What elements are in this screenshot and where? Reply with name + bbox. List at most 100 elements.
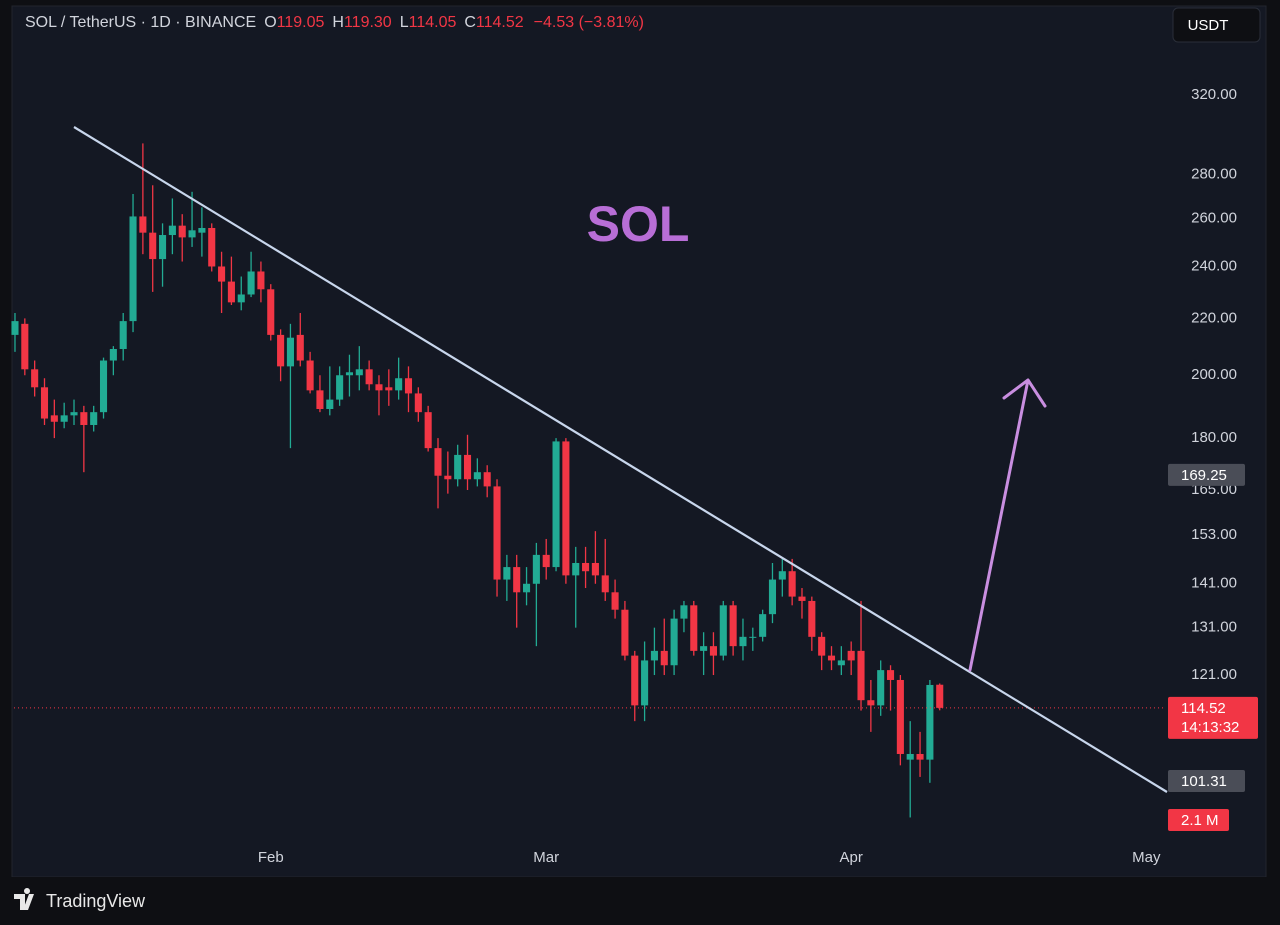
price-scale: 320.00 280.00 260.00 240.00 220.00 200.00 180.… xyxy=(258,86,1258,866)
y-tick-label: 121.00 xyxy=(1191,666,1237,683)
x-tick-label: May xyxy=(1132,849,1161,866)
candle-body xyxy=(768,579,777,615)
volume-box xyxy=(1168,809,1229,831)
candle-body xyxy=(542,554,550,568)
candle-body xyxy=(90,412,98,425)
candle-body xyxy=(473,472,481,480)
candle-body xyxy=(827,655,836,661)
candle-body xyxy=(267,289,275,335)
footer xyxy=(0,877,1280,925)
countdown: 14:13:32 xyxy=(1181,719,1239,736)
candle-body xyxy=(326,399,334,409)
y-tick-label: 153.00 xyxy=(1191,526,1237,543)
candle-body xyxy=(670,618,678,666)
candle-body xyxy=(316,390,324,409)
candle-body xyxy=(650,650,658,661)
candle-body xyxy=(808,600,816,637)
brand: TradingView xyxy=(46,891,146,911)
plot xyxy=(11,143,1165,818)
candle-body xyxy=(503,567,511,580)
candle-body xyxy=(11,321,19,335)
candle-body xyxy=(739,636,747,647)
currency-button[interactable] xyxy=(1172,7,1261,43)
candle-body xyxy=(247,271,255,295)
candle-body xyxy=(749,636,757,638)
candle-body xyxy=(513,567,521,593)
ohlc-value: 119.05 xyxy=(277,14,325,31)
candle-body xyxy=(434,448,442,476)
candle-body xyxy=(198,227,206,233)
candle-body xyxy=(641,660,649,706)
candle-body xyxy=(818,636,826,656)
y-tick-label: 280.00 xyxy=(1191,165,1237,182)
candle-body xyxy=(70,412,78,416)
candle-body xyxy=(109,348,117,361)
candle-body xyxy=(660,650,668,666)
candle-body xyxy=(296,334,304,361)
x-tick-label: Mar xyxy=(533,849,559,866)
candle-body xyxy=(877,670,885,706)
ohlc-value: 114.52 xyxy=(476,14,524,31)
symbol: SOL / TetherUS · 1D · BINANCE xyxy=(25,14,256,31)
volume-label: 2.1 M xyxy=(1181,812,1219,829)
candle-body xyxy=(493,486,501,580)
candle-body xyxy=(582,562,590,572)
price-marker-label: 101.31 xyxy=(1181,773,1227,790)
candle-body xyxy=(395,378,403,391)
candle-body xyxy=(631,655,639,706)
candle-body xyxy=(277,334,285,367)
candle-body xyxy=(867,700,875,706)
candle-body xyxy=(483,472,491,487)
candle-body xyxy=(562,441,570,576)
candle-body xyxy=(336,375,344,400)
candle-body xyxy=(80,412,88,425)
candle-body xyxy=(60,415,68,422)
ohlc-value: 114.05 xyxy=(409,14,457,31)
y-tick-label: 200.00 xyxy=(1191,366,1237,383)
y-tick-label: 180.00 xyxy=(1191,429,1237,446)
candle-body xyxy=(936,684,944,708)
candle-body xyxy=(218,266,226,282)
candle-body xyxy=(385,387,393,391)
candle-body xyxy=(719,605,727,656)
candle-body xyxy=(404,378,413,394)
candle-body xyxy=(532,554,540,584)
candle-body xyxy=(119,321,127,349)
candle-body xyxy=(690,605,698,651)
y-tick-label: 260.00 xyxy=(1191,210,1237,227)
currency-label[interactable]: USDT xyxy=(1188,17,1229,34)
candle-body xyxy=(454,454,462,480)
ohlc-value: 119.30 xyxy=(344,14,392,31)
candle-body xyxy=(680,605,688,619)
y-tick-label: 220.00 xyxy=(1191,309,1237,326)
candle-body xyxy=(591,562,599,576)
x-tick-label: Apr xyxy=(840,849,863,866)
candle-body xyxy=(50,415,58,422)
candle-body xyxy=(463,454,472,480)
price-marker-box xyxy=(1168,769,1245,792)
annotation: SOL xyxy=(587,196,690,252)
candle-body xyxy=(178,225,186,238)
candle-body xyxy=(621,609,629,656)
candle-body xyxy=(40,387,49,419)
y-tick-label: 141.00 xyxy=(1191,575,1237,592)
candle-body xyxy=(798,596,806,601)
candle-body xyxy=(778,571,786,580)
last-price-box xyxy=(1168,696,1258,739)
candle-body xyxy=(414,393,422,413)
arrow xyxy=(968,378,1047,672)
candle-body xyxy=(444,475,452,480)
candle-body xyxy=(208,227,216,267)
chart-header: SOL / TetherUS · 1D · BINANCE O119.05 H119… xyxy=(25,14,644,31)
x-tick-label: Feb xyxy=(258,849,284,866)
candle-body xyxy=(857,650,865,701)
candle-body xyxy=(788,571,796,597)
candle-body xyxy=(847,650,855,661)
candle-body xyxy=(188,230,196,238)
candle-body xyxy=(709,646,717,656)
price-marker-label: 169.25 xyxy=(1181,467,1227,484)
candle-body xyxy=(837,660,845,666)
candle-body xyxy=(99,360,108,413)
